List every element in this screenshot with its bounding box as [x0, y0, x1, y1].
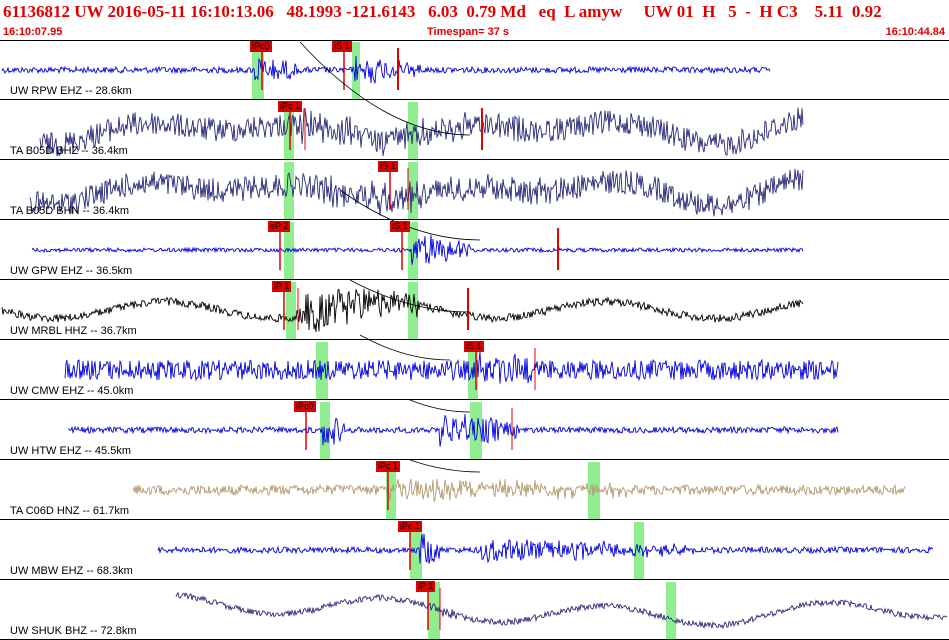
pick-window[interactable] — [284, 222, 294, 279]
trace-label: UW SHUK BHZ -- 72.8km — [10, 625, 137, 637]
pick-window[interactable] — [286, 282, 296, 339]
timespan: Timespan= 37 s — [427, 26, 510, 38]
start-time: 16:10:07.95 — [3, 26, 63, 38]
waveform-trace[interactable] — [157, 533, 934, 564]
pick-window[interactable] — [588, 462, 600, 519]
pick-window[interactable] — [408, 162, 418, 219]
waveform-trace[interactable] — [39, 107, 804, 157]
pick-window[interactable] — [410, 522, 422, 579]
pick-label[interactable]: eP 2 — [268, 221, 291, 232]
end-time: 16:10:44.84 — [885, 26, 945, 38]
pick-label[interactable]: iPc 1 — [398, 521, 423, 532]
trace-label: UW RPW EHZ -- 28.6km — [10, 85, 132, 97]
moveout-curve — [299, 41, 471, 136]
trace-label: TA B05D BHN -- 36.4km — [10, 205, 129, 217]
moveout-curve — [349, 279, 471, 313]
trace-label: UW CMW EHZ -- 45.0km — [10, 385, 134, 397]
pick-window[interactable] — [284, 162, 294, 219]
pick-label[interactable]: iS 1 — [390, 221, 410, 232]
trace-label: TA B05D BHZ -- 36.4km — [10, 145, 128, 157]
waveform-trace[interactable] — [1, 288, 804, 332]
waveform-trace[interactable] — [175, 591, 948, 630]
pick-label[interactable]: iS 1 — [378, 161, 398, 172]
pick-label[interactable]: iP 1 — [416, 581, 436, 592]
pick-label[interactable]: iPc0 — [294, 401, 316, 412]
pick-window[interactable] — [352, 42, 360, 99]
pick-window[interactable] — [470, 402, 482, 459]
pick-window[interactable] — [284, 102, 294, 159]
pick-label[interactable]: iPc 1 — [376, 461, 401, 472]
pick-label[interactable]: iPc 1 — [278, 101, 303, 112]
waveform-trace[interactable] — [67, 414, 839, 447]
pick-label[interactable]: iP 1 — [272, 281, 292, 292]
waveform-trace[interactable] — [29, 168, 804, 217]
seismogram-panel[interactable]: UW RPW EHZ -- 28.6km iPc0 iS 1 TA B05D BHZ … — [0, 40, 949, 640]
moveout-curve — [359, 334, 451, 361]
moveout-curve — [409, 459, 481, 473]
waveform-canvas[interactable] — [0, 40, 949, 640]
trace-label: UW GPW EHZ -- 36.5km — [10, 265, 133, 277]
waveform-trace[interactable] — [132, 478, 906, 503]
trace-label: UW MRBL HHZ -- 36.7km — [10, 325, 137, 337]
moveout-curve — [409, 399, 471, 413]
event-summary: 61136812 UW 2016-05-11 16:10:13.06 48.19… — [3, 2, 882, 21]
moveout-curve — [339, 189, 481, 241]
trace-label: UW HTW EHZ -- 45.5km — [10, 445, 131, 457]
pick-window[interactable] — [320, 402, 330, 459]
pick-window[interactable] — [428, 582, 440, 639]
pick-label[interactable]: iPc0 — [250, 41, 272, 52]
waveform-trace[interactable] — [64, 351, 839, 384]
trace-label: UW MBW EHZ -- 68.3km — [10, 565, 133, 577]
pick-window[interactable] — [408, 282, 418, 339]
waveform-trace[interactable] — [1, 55, 771, 84]
pick-window[interactable] — [408, 222, 418, 279]
waveform-trace[interactable] — [31, 234, 804, 265]
pick-label[interactable]: iS 1 — [464, 341, 484, 352]
pick-label[interactable]: iS 1 — [332, 41, 352, 52]
event-header: 61136812 UW 2016-05-11 16:10:13.06 48.19… — [0, 0, 949, 40]
pick-window[interactable] — [468, 342, 478, 399]
trace-label: TA C06D HNZ -- 61.7km — [10, 505, 129, 517]
pick-window[interactable] — [666, 582, 676, 639]
